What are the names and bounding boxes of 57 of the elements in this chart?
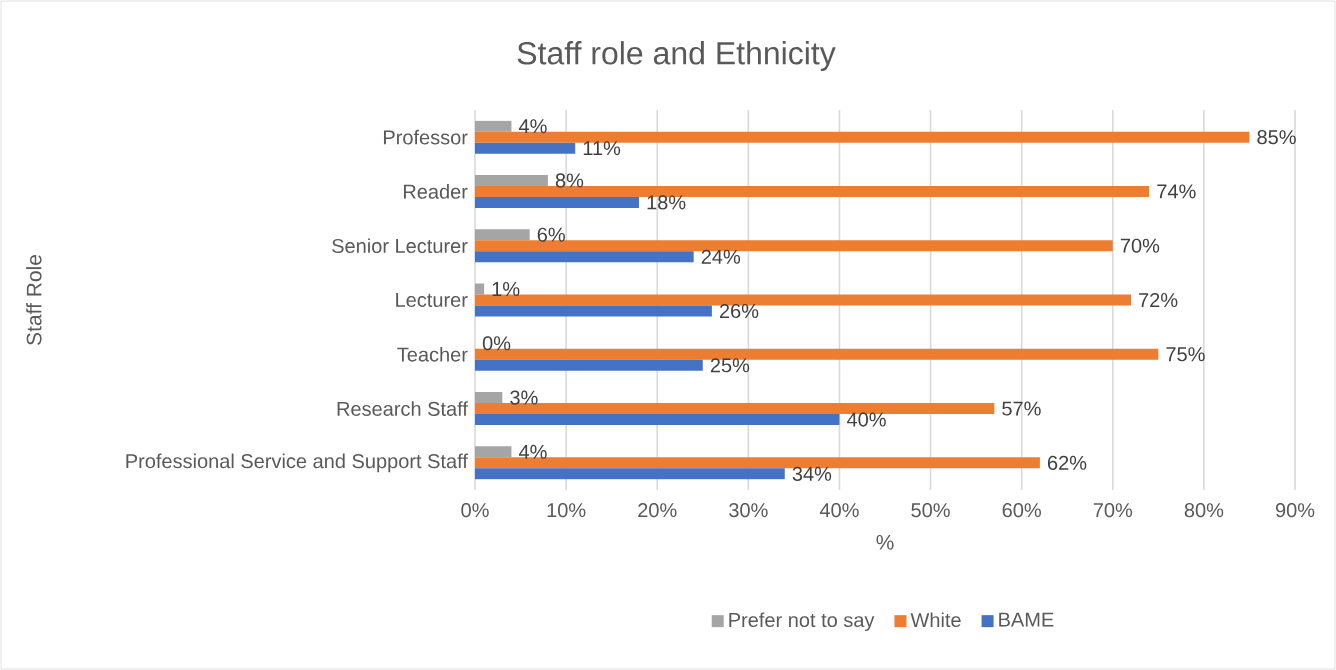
y-tick-label: Teacher — [397, 346, 468, 362]
data-label: 18% — [647, 195, 686, 210]
bar — [475, 359, 703, 371]
data-label: 25% — [710, 358, 750, 373]
data-label: 11% — [583, 141, 621, 156]
x-tick-label: 70% — [1093, 503, 1133, 518]
data-label: 3% — [510, 390, 538, 405]
bar — [475, 446, 512, 458]
bar — [475, 305, 712, 317]
bar — [475, 294, 1131, 306]
data-label: 75% — [1166, 347, 1205, 362]
y-axis-title: Staff Role — [26, 255, 42, 345]
chart-title: Staff role and Ethnicity — [517, 41, 836, 71]
legend-label: Prefer not to say — [729, 612, 875, 632]
x-tick-label: 10% — [547, 503, 586, 518]
data-label: 8% — [555, 173, 584, 188]
x-tick-label: 20% — [638, 503, 677, 518]
data-label: 40% — [846, 412, 886, 427]
data-label: 72% — [1139, 292, 1178, 308]
data-label: 26% — [719, 303, 759, 319]
data-label: 74% — [1157, 184, 1196, 199]
x-tick-label: 0% — [461, 503, 489, 518]
x-tick-label: 90% — [1275, 503, 1315, 518]
bar — [475, 392, 503, 404]
y-tick-label: Senior Lecturer — [332, 238, 468, 254]
y-tick-label: Professor — [383, 129, 468, 145]
x-tick-label: 30% — [729, 503, 768, 518]
bar — [475, 468, 785, 480]
x-tick-label: 80% — [1184, 503, 1224, 518]
data-label: 0% — [482, 336, 511, 351]
y-tick-label: Research Staff — [337, 401, 468, 416]
bar — [475, 196, 640, 208]
data-label: 4% — [518, 444, 547, 459]
x-axis-title: % — [876, 534, 894, 550]
legend-label: BAME — [999, 612, 1054, 627]
data-label: 85% — [1257, 130, 1296, 145]
data-label: 34% — [792, 466, 832, 481]
legend-label: White — [910, 612, 961, 628]
data-label: 57% — [1002, 401, 1041, 416]
bar — [475, 229, 530, 241]
bar — [475, 251, 694, 263]
data-label: 62% — [1047, 455, 1087, 470]
bar — [475, 414, 840, 426]
data-label: 6% — [537, 227, 565, 242]
x-tick-label: 60% — [1002, 503, 1041, 518]
x-tick-label: 50% — [911, 503, 950, 518]
bar — [475, 120, 512, 132]
y-tick-label: Reader — [403, 184, 468, 199]
x-tick-label: 40% — [819, 503, 859, 518]
data-label: 1% — [492, 281, 520, 297]
data-label: 70% — [1120, 238, 1160, 253]
y-tick-label: Professional Service and Support Staff — [126, 453, 468, 473]
y-tick-label: Lecturer — [396, 293, 468, 307]
data-label: 24% — [701, 249, 741, 264]
bar — [475, 142, 576, 154]
bar — [475, 174, 548, 186]
data-label: 4% — [518, 119, 547, 134]
